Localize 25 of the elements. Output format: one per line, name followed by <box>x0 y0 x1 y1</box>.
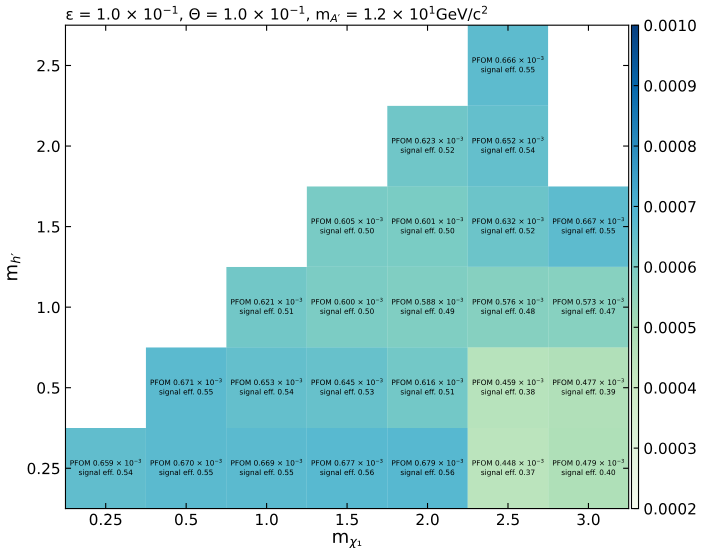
color-bar-label: 0.0010 <box>644 20 696 32</box>
color-bar-label: 0.0003 <box>644 442 696 454</box>
color-bar-label: 0.0008 <box>644 140 696 152</box>
y-tick-label: 1.5 <box>38 221 60 233</box>
y-axis-title: m$_{h′}$ <box>7 253 20 280</box>
y-tick-label: 1.0 <box>38 302 60 314</box>
x-tick-label: 1.5 <box>336 514 358 526</box>
color-bar-label: 0.0002 <box>644 503 696 515</box>
color-bar-label: 0.0007 <box>644 200 696 212</box>
y-tick-label: 0.25 <box>28 462 60 474</box>
x-axis-title: m$_{χ₁}$ <box>333 532 362 548</box>
y-tick-label: 2.5 <box>37 60 60 72</box>
x-tick-label: 3.0 <box>577 514 600 526</box>
y-tick-label: 2.0 <box>37 140 60 152</box>
color-bar-label: 0.0006 <box>644 261 696 273</box>
color-bar-label: 0.0004 <box>644 382 696 394</box>
chart-title: ε = 1.0 × 10$^{−1}$, Θ = 1.0 × 10$^{−1}$, m$_{A′}$ = 1.2 × 10$^{1}$GeV/c$^{2}$ <box>66 6 487 22</box>
x-tick-label: 0.25 <box>90 514 122 526</box>
y-tick-label: 0.5 <box>37 382 60 394</box>
x-tick-label: 1.0 <box>256 514 278 526</box>
color-bar-label: 0.0005 <box>644 322 696 334</box>
x-tick-label: 2.0 <box>416 514 439 526</box>
x-tick-label: 2.5 <box>496 514 519 526</box>
x-tick-label: 0.5 <box>175 514 197 526</box>
color-bar-label: 0.0009 <box>644 80 696 92</box>
